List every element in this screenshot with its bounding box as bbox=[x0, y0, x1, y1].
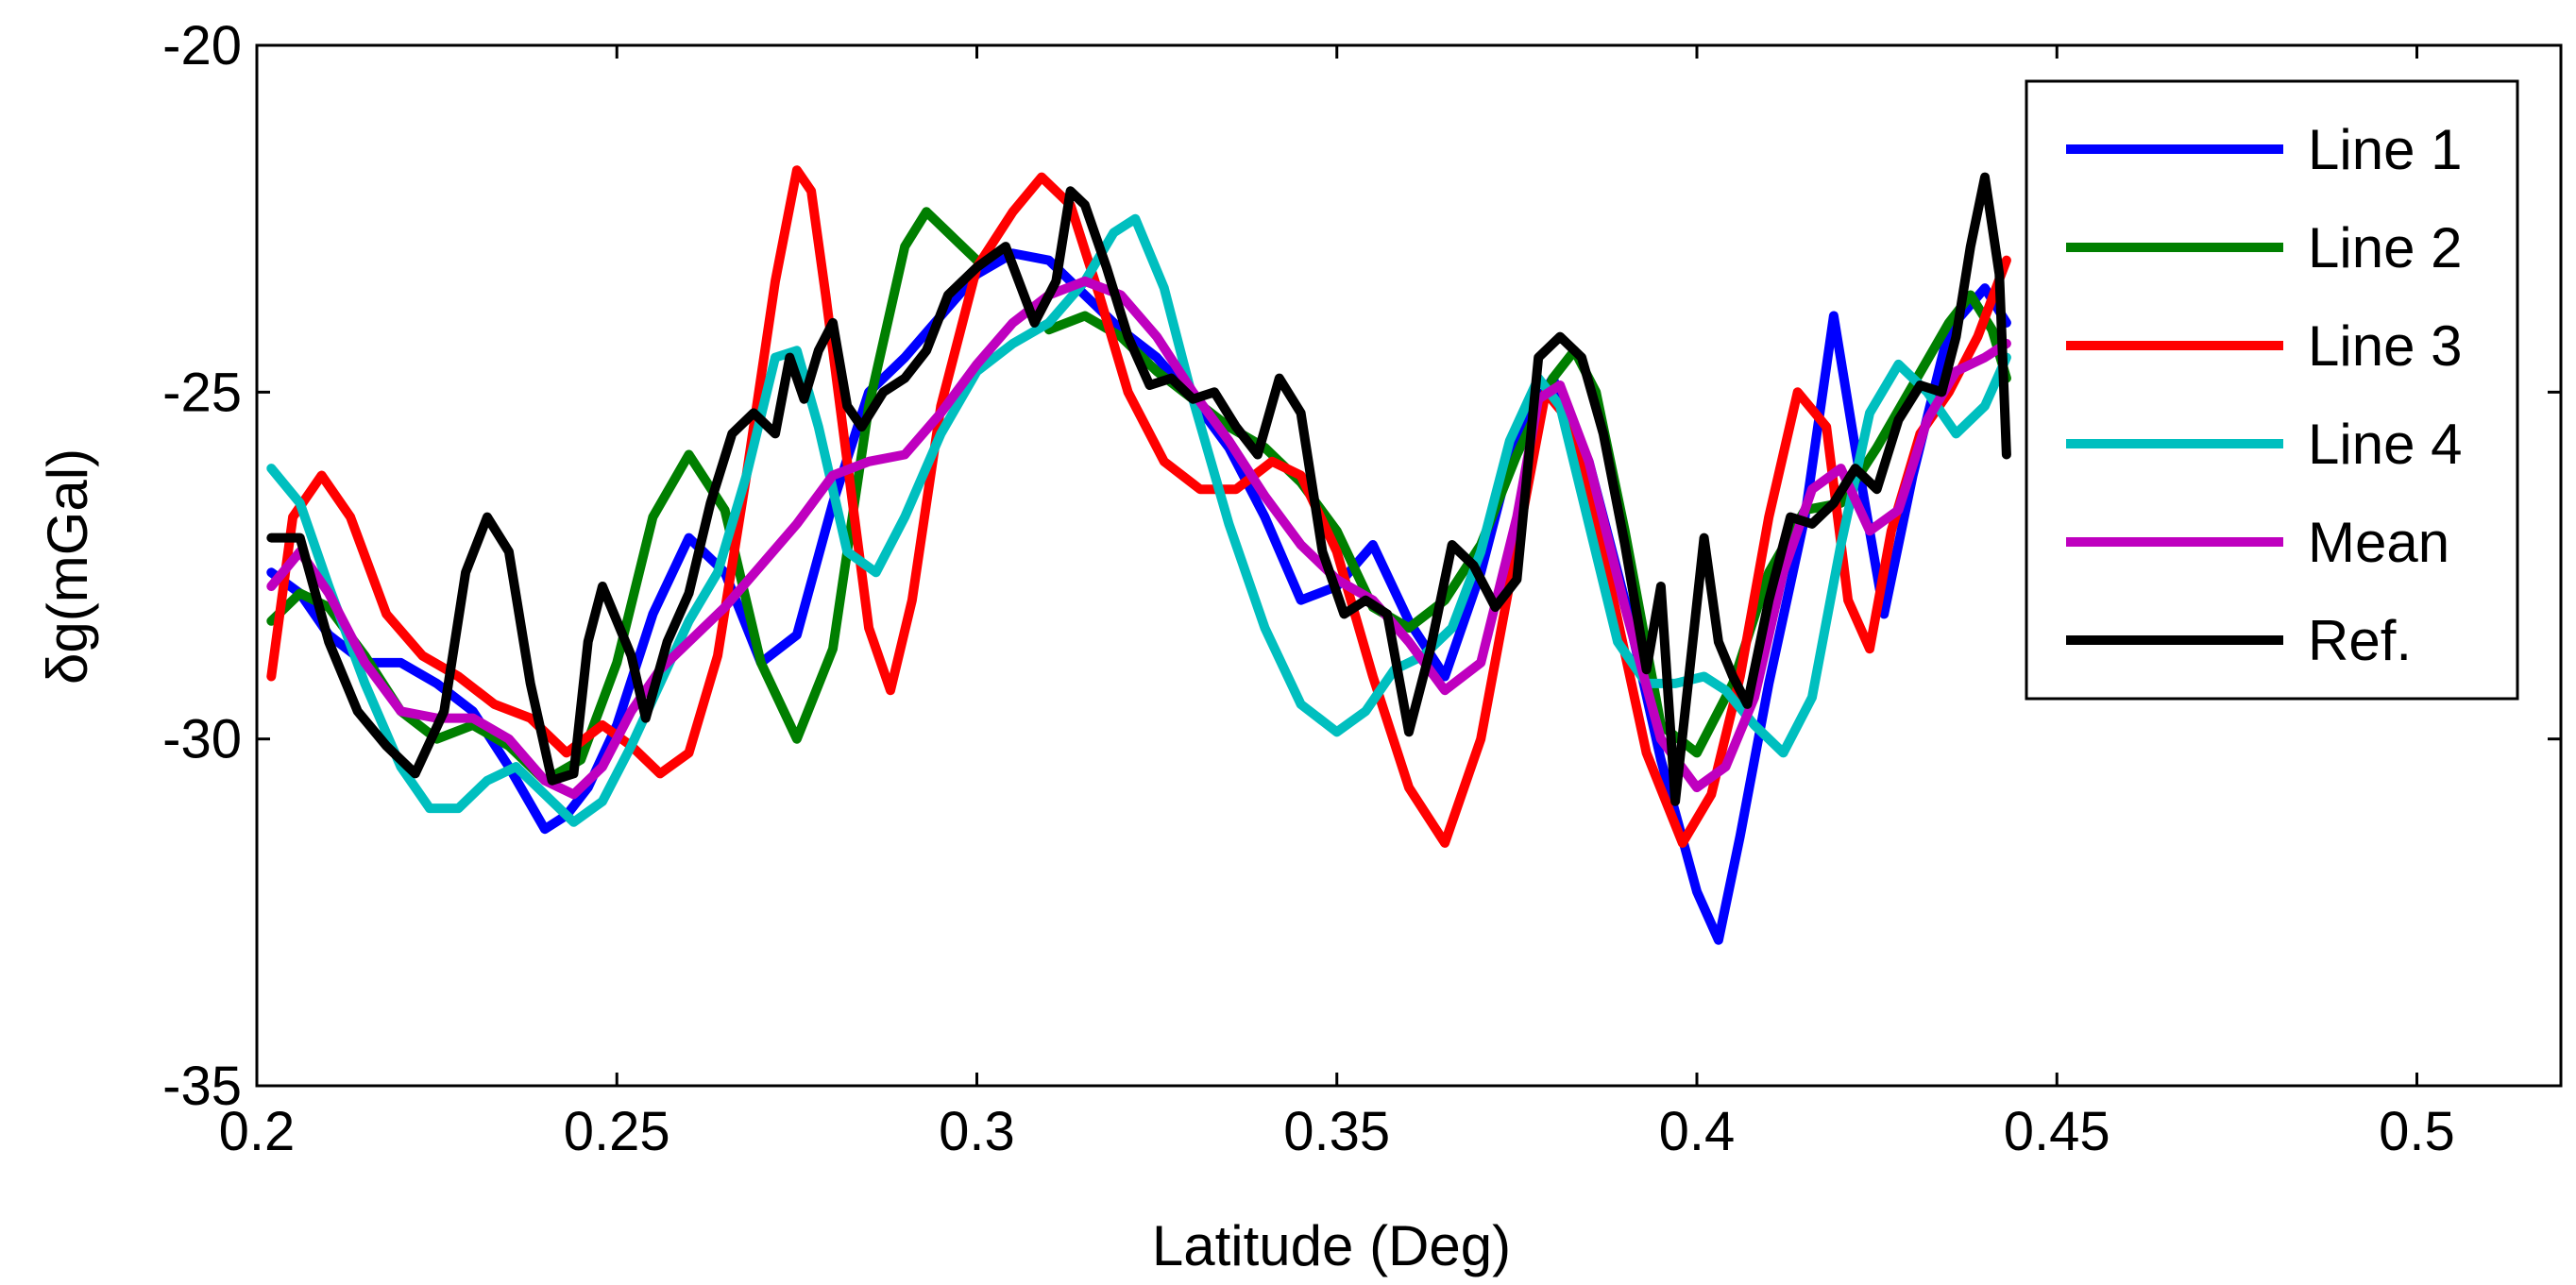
plot-area-border bbox=[255, 43, 2563, 1088]
series-line-ref bbox=[266, 172, 2011, 806]
series-line-line-3 bbox=[266, 165, 2011, 848]
x-axis-title: Latitude (Deg) bbox=[1152, 1214, 1511, 1277]
y-tick-label: -20 bbox=[162, 15, 242, 76]
series-layer bbox=[266, 165, 2011, 945]
legend-label: Line 2 bbox=[2308, 216, 2462, 279]
x-tick-label: 0.5 bbox=[2379, 1101, 2455, 1162]
x-tick-label: 0.2 bbox=[219, 1101, 296, 1162]
legend-label: Line 3 bbox=[2308, 314, 2462, 378]
series-line-line-2 bbox=[1043, 290, 2011, 758]
y-tick-label: -25 bbox=[162, 362, 242, 423]
legend-box bbox=[2025, 79, 2519, 701]
x-tick-label: 0.45 bbox=[2004, 1101, 2110, 1162]
legend-label: Ref. bbox=[2308, 609, 2412, 672]
legend: Line 1 Line 2 Line 3 Line 4 Mean Ref. bbox=[2025, 79, 2519, 701]
plot-frame bbox=[255, 43, 2563, 1088]
y-axis-ticks: -20 -25 -30 -35 bbox=[162, 15, 2561, 1117]
legend-label: Mean bbox=[2308, 511, 2449, 574]
y-tick-label: -35 bbox=[162, 1056, 242, 1117]
series-line-line-1 bbox=[266, 248, 2011, 945]
x-tick-label: 0.25 bbox=[564, 1101, 670, 1162]
y-tick-label: -30 bbox=[162, 709, 242, 770]
series-line-line-4 bbox=[266, 213, 2011, 827]
x-tick-label: 0.35 bbox=[1283, 1101, 1390, 1162]
x-tick-label: 0.3 bbox=[939, 1101, 1015, 1162]
legend-label: Line 4 bbox=[2308, 413, 2462, 476]
legend-label: Line 1 bbox=[2308, 118, 2462, 181]
x-axis-ticks: 0.2 0.25 0.3 0.35 0.4 0.45 0.5 bbox=[219, 45, 2455, 1162]
y-axis-title: δg(mGal) bbox=[36, 448, 99, 685]
x-tick-label: 0.4 bbox=[1659, 1101, 1736, 1162]
series-line-mean bbox=[266, 276, 2011, 800]
